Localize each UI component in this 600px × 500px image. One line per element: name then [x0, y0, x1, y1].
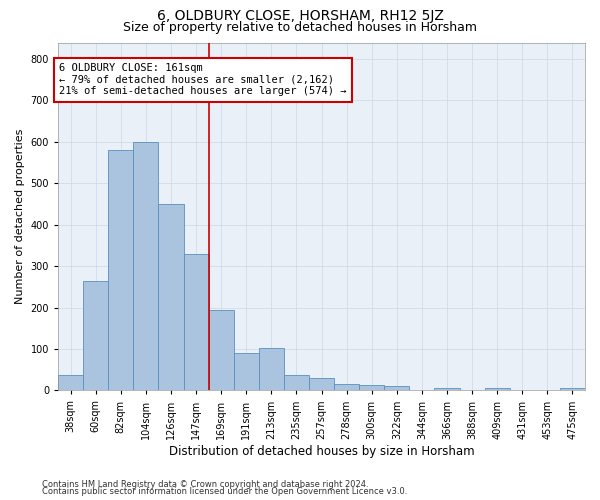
- Text: Contains HM Land Registry data © Crown copyright and database right 2024.: Contains HM Land Registry data © Crown c…: [42, 480, 368, 489]
- Bar: [434, 388, 460, 390]
- Bar: [234, 353, 259, 391]
- Y-axis label: Number of detached properties: Number of detached properties: [15, 129, 25, 304]
- Bar: [560, 388, 585, 390]
- Bar: [359, 386, 384, 390]
- X-axis label: Distribution of detached houses by size in Horsham: Distribution of detached houses by size …: [169, 444, 475, 458]
- Bar: [209, 310, 234, 390]
- Bar: [309, 378, 334, 390]
- Text: Size of property relative to detached houses in Horsham: Size of property relative to detached ho…: [123, 21, 477, 34]
- Bar: [384, 386, 409, 390]
- Bar: [485, 388, 510, 390]
- Text: 6 OLDBURY CLOSE: 161sqm
← 79% of detached houses are smaller (2,162)
21% of semi: 6 OLDBURY CLOSE: 161sqm ← 79% of detache…: [59, 63, 347, 96]
- Bar: [284, 375, 309, 390]
- Bar: [184, 254, 209, 390]
- Bar: [108, 150, 133, 390]
- Bar: [58, 375, 83, 390]
- Bar: [133, 142, 158, 390]
- Text: 6, OLDBURY CLOSE, HORSHAM, RH12 5JZ: 6, OLDBURY CLOSE, HORSHAM, RH12 5JZ: [157, 9, 443, 23]
- Text: Contains public sector information licensed under the Open Government Licence v3: Contains public sector information licen…: [42, 487, 407, 496]
- Bar: [158, 204, 184, 390]
- Bar: [334, 384, 359, 390]
- Bar: [83, 280, 108, 390]
- Bar: [259, 348, 284, 391]
